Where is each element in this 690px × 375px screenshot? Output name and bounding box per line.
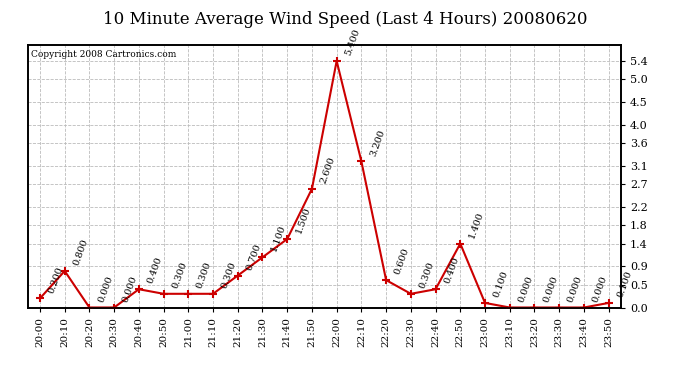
Text: 0.000: 0.000 xyxy=(97,274,115,303)
Text: 0.400: 0.400 xyxy=(442,256,460,285)
Text: 0.300: 0.300 xyxy=(417,261,435,290)
Text: 0.400: 0.400 xyxy=(146,256,164,285)
Text: 0.300: 0.300 xyxy=(220,261,238,290)
Text: 0.300: 0.300 xyxy=(170,261,188,290)
Text: 0.300: 0.300 xyxy=(195,261,213,290)
Text: 0.700: 0.700 xyxy=(245,242,263,272)
Text: 0.200: 0.200 xyxy=(47,265,65,294)
Text: 0.000: 0.000 xyxy=(566,274,584,303)
Text: Copyright 2008 Cartronics.com: Copyright 2008 Cartronics.com xyxy=(30,50,176,59)
Text: 0.800: 0.800 xyxy=(72,238,90,267)
Text: 1.400: 1.400 xyxy=(467,210,485,239)
Text: 0.000: 0.000 xyxy=(121,274,139,303)
Text: 3.200: 3.200 xyxy=(368,128,386,157)
Text: 0.100: 0.100 xyxy=(492,270,510,299)
Text: 0.000: 0.000 xyxy=(542,274,560,303)
Text: 0.000: 0.000 xyxy=(517,274,535,303)
Text: 0.600: 0.600 xyxy=(393,247,411,276)
Text: 1.100: 1.100 xyxy=(269,224,288,253)
Text: 10 Minute Average Wind Speed (Last 4 Hours) 20080620: 10 Minute Average Wind Speed (Last 4 Hou… xyxy=(103,11,587,28)
Text: 0.100: 0.100 xyxy=(615,270,633,299)
Text: 1.500: 1.500 xyxy=(294,206,312,235)
Text: 0.000: 0.000 xyxy=(591,274,609,303)
Text: 2.600: 2.600 xyxy=(319,156,337,184)
Text: 5.400: 5.400 xyxy=(344,28,362,57)
